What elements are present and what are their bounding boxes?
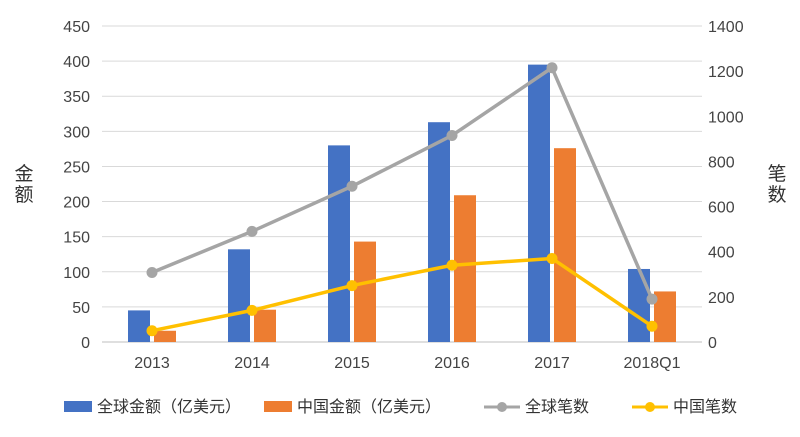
y-right-tick-label: 800 bbox=[708, 154, 735, 171]
legend-item-china-amount: 中国金额（亿美元） bbox=[264, 398, 441, 416]
y-left-tick-label: 250 bbox=[63, 159, 90, 176]
x-tick-label: 2017 bbox=[534, 355, 570, 372]
legend-swatch-global-amount bbox=[64, 401, 92, 412]
bar-china-amount bbox=[554, 148, 576, 342]
bar-global-amount bbox=[428, 122, 450, 343]
bar-global-amount bbox=[128, 310, 150, 342]
point-china-count bbox=[146, 325, 158, 337]
y-left-tick-label: 0 bbox=[81, 335, 90, 352]
x-tick-label: 2018Q1 bbox=[624, 355, 681, 372]
legend: 全球金额（亿美元） 中国金额（亿美元） 全球笔数 中国笔数 bbox=[64, 398, 737, 416]
legend-item-global-count: 全球笔数 bbox=[484, 398, 589, 416]
y-right-tick-label: 1000 bbox=[708, 109, 744, 126]
bar-layer bbox=[128, 64, 676, 343]
legend-marker-global-count bbox=[497, 402, 507, 412]
y-left-tick-label: 200 bbox=[63, 195, 90, 212]
x-tick-label: 2014 bbox=[234, 355, 270, 372]
y-left-tick-label: 100 bbox=[63, 265, 90, 282]
legend-label-china-amount: 中国金额（亿美元） bbox=[297, 398, 441, 416]
y-right-tick-label: 1400 bbox=[708, 19, 744, 36]
bar-china-amount bbox=[654, 291, 676, 342]
series-line-global-count bbox=[151, 66, 654, 300]
y-left-tick-label: 50 bbox=[72, 300, 90, 317]
point-global-count bbox=[446, 129, 458, 141]
y-left-title-char-1: 金 bbox=[14, 163, 33, 185]
point-china-count bbox=[446, 259, 458, 271]
legend-item-global-amount: 全球金额（亿美元） bbox=[64, 398, 241, 416]
y-right-tick-label: 600 bbox=[708, 200, 735, 217]
point-global-count bbox=[646, 293, 658, 305]
y-left-title-char-2: 额 bbox=[14, 184, 33, 206]
legend-label-global-amount: 全球金额（亿美元） bbox=[97, 398, 241, 416]
point-global-count bbox=[246, 225, 258, 237]
legend-swatch-china-amount bbox=[264, 401, 292, 412]
y-left-tick-label: 300 bbox=[63, 124, 90, 141]
point-global-count bbox=[346, 180, 358, 192]
grid-layer bbox=[102, 25, 702, 343]
y-left-tick-label: 150 bbox=[63, 230, 90, 247]
point-china-count bbox=[246, 304, 258, 316]
y-right-tick-label: 1200 bbox=[708, 64, 744, 81]
point-china-count bbox=[346, 280, 358, 292]
axis-layer: 0 50 100 150 200 250 300 350 400 450 0 200 400 600 800… bbox=[63, 19, 743, 372]
x-tick-label: 2016 bbox=[434, 355, 470, 372]
legend-marker-china-count bbox=[645, 402, 655, 412]
y-left-tick-label: 350 bbox=[63, 89, 90, 106]
y-left-tick-label: 450 bbox=[63, 19, 90, 36]
bar-global-amount bbox=[528, 64, 550, 342]
bar-china-amount bbox=[454, 195, 476, 342]
point-global-count bbox=[546, 62, 558, 74]
point-global-count bbox=[146, 266, 158, 278]
series-line-china-count bbox=[151, 256, 653, 333]
y-right-title-char-1: 笔 bbox=[767, 163, 786, 185]
x-tick-label: 2015 bbox=[334, 355, 370, 372]
bar-global-amount bbox=[328, 145, 350, 342]
y-right-tick-label: 0 bbox=[708, 335, 717, 352]
legend-label-china-count: 中国笔数 bbox=[673, 398, 737, 416]
legend-label-global-count: 全球笔数 bbox=[525, 398, 589, 416]
bar-china-amount bbox=[254, 309, 276, 342]
legend-item-china-count: 中国笔数 bbox=[632, 398, 737, 416]
bar-global-amount bbox=[628, 268, 650, 342]
y-left-tick-label: 400 bbox=[63, 54, 90, 71]
y-right-tick-label: 200 bbox=[708, 290, 735, 307]
line-layer bbox=[146, 62, 658, 337]
point-china-count bbox=[546, 252, 558, 264]
bar-china-amount bbox=[354, 241, 376, 342]
bar-global-amount bbox=[228, 249, 250, 342]
y-right-tick-label: 400 bbox=[708, 245, 735, 262]
point-china-count bbox=[646, 320, 658, 332]
bar-china-amount bbox=[154, 330, 176, 342]
x-tick-label: 2013 bbox=[134, 355, 170, 372]
y-right-title-char-2: 数 bbox=[767, 184, 786, 206]
